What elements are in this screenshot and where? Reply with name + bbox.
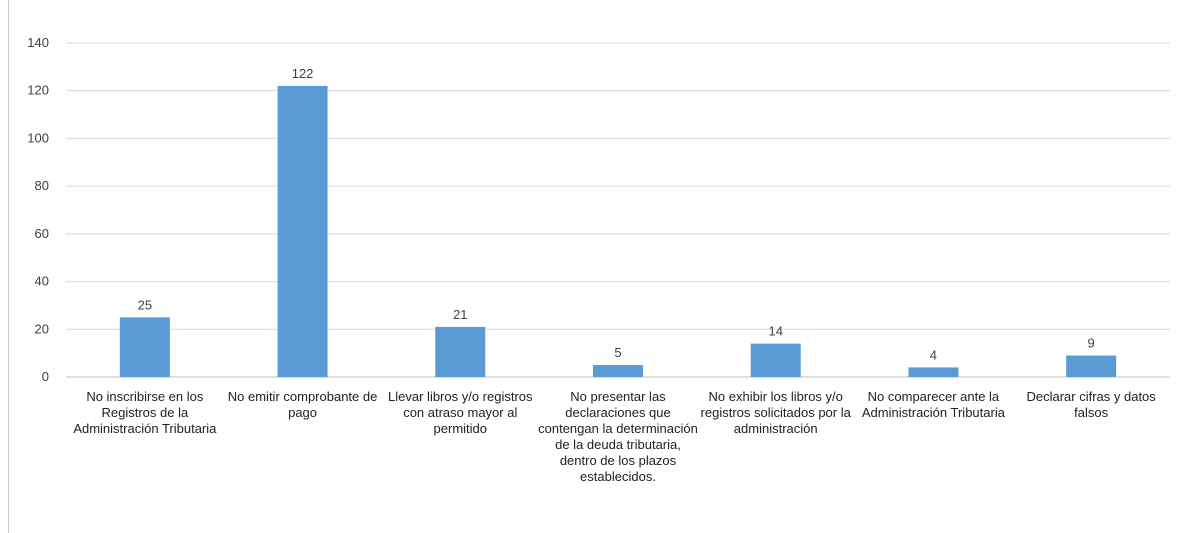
x-tick-label: No inscribirse en los Registros de la Ad… [73,389,217,436]
bar [435,326,486,377]
bar [908,367,959,377]
x-tick-label: No emitir comprobante de pago [227,389,378,420]
y-tick-label: 20 [35,321,49,336]
y-tick-label: 0 [42,369,49,384]
y-tick-label: 140 [27,35,49,50]
bar [593,365,643,377]
y-tick-label: 80 [35,178,49,193]
y-tick-label: 100 [27,130,49,145]
y-tick-label: 60 [35,226,49,241]
data-label: 14 [768,324,782,339]
data-label: 4 [930,347,937,362]
x-tick-label: Llevar libros y/o registros con atraso m… [388,389,533,436]
y-tick-label: 120 [27,83,49,98]
data-label: 25 [138,297,152,312]
bar [277,85,328,377]
chart-frame-left [8,0,9,533]
x-tick-label: No exhibir los libros y/o registros soli… [700,389,851,436]
bar [1066,355,1117,377]
bar [750,343,801,377]
data-label: 5 [614,345,621,360]
data-label: 122 [292,66,314,81]
y-tick-label: 40 [35,274,49,289]
x-tick-label: No comparecer ante la Administración Tri… [861,389,1005,420]
data-label: 21 [453,307,467,322]
x-tick-label: Declarar cifras y datos falsos [1026,389,1156,420]
x-tick-label: No presentar las declaraciones que conte… [538,389,698,484]
data-label: 9 [1088,336,1095,351]
bar [119,317,170,377]
